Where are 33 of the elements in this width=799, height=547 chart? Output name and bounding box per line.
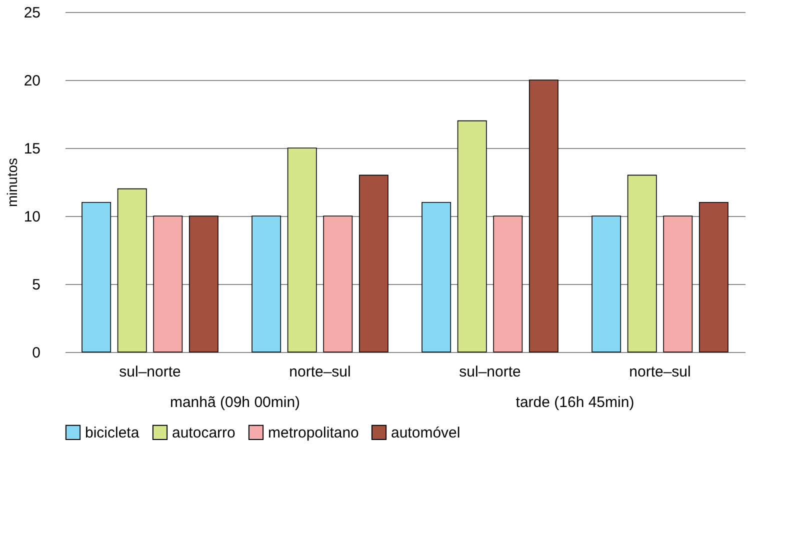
bar [323, 216, 353, 352]
bar [528, 80, 558, 352]
bar [117, 188, 147, 352]
bar [493, 216, 523, 352]
bar [457, 120, 487, 352]
bar [82, 202, 112, 352]
legend-label: automóvel [391, 424, 460, 442]
y-tick-label: 0 [32, 344, 40, 362]
y-tick-label: 10 [24, 208, 40, 226]
text: manhã (09h 00min) [170, 394, 300, 411]
bar [153, 216, 183, 352]
bar [592, 216, 622, 352]
y-tick-label: 20 [24, 72, 40, 90]
bar [422, 202, 452, 352]
y-tick-label: 5 [32, 276, 40, 294]
bar [188, 216, 218, 352]
bar [627, 174, 657, 352]
bar [663, 216, 693, 352]
y-tick-label: 15 [24, 140, 40, 158]
legend-label: metropolitano [268, 424, 359, 442]
bar [698, 202, 728, 352]
bar [287, 148, 317, 352]
bar [252, 216, 282, 352]
x-tick-label: sul–norte [459, 364, 521, 380]
y-tick-label: 25 [24, 4, 40, 22]
bar [358, 174, 388, 352]
x-tick-label: norte–sul [629, 364, 691, 380]
legend-label: bicicleta [85, 424, 140, 442]
legend-label: autocarro [172, 424, 236, 442]
text: tarde (16h 45min) [516, 394, 634, 411]
y-axis-title: minutos [4, 158, 20, 208]
x-tick-label: sul–norte [119, 364, 181, 380]
x-tick-label: norte–sul [289, 364, 351, 380]
